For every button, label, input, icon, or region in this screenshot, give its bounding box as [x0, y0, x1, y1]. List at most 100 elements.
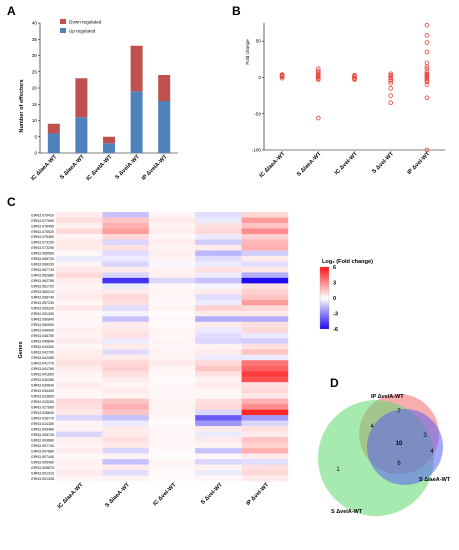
heatmap-cell	[195, 382, 242, 388]
scatter-point	[279, 74, 285, 80]
heatmap-cell	[148, 453, 196, 460]
heatmap-cell	[195, 310, 242, 317]
heatmap-cell	[241, 398, 289, 405]
heatmap-cell	[195, 332, 242, 339]
bar-down-regulated	[75, 78, 88, 118]
heatmap-cell	[195, 217, 242, 224]
heatmap-cell	[56, 343, 103, 350]
heatmap-cell	[102, 266, 149, 273]
heatmap-cell	[241, 404, 289, 410]
heatmap-cell	[102, 310, 149, 317]
y-axis-label: Genes	[18, 341, 24, 358]
heatmap-cell	[195, 442, 242, 449]
heatmap-cell	[56, 272, 103, 279]
bar-down-regulated	[130, 45, 143, 92]
heatmap-cell	[56, 431, 103, 438]
heatmap-cell	[195, 316, 242, 322]
colorbar-tick-label: 0	[333, 296, 336, 302]
gene-label: ERN3.045840	[31, 340, 54, 344]
scatter-point	[424, 33, 430, 38]
gene-label: ERN3.055320	[31, 307, 54, 311]
gene-label: ERN3.075920	[31, 230, 54, 234]
heatmap-cell	[241, 277, 289, 284]
heatmap-cell	[148, 272, 196, 279]
heatmap-cell	[102, 371, 149, 377]
y-tick-label: 50	[256, 39, 262, 44]
heatmap-cell	[195, 404, 242, 410]
heatmap-cell	[56, 217, 103, 224]
heatmap-cell	[56, 288, 103, 295]
gene-label: ERN3.068330	[31, 263, 54, 267]
legend-swatch-down	[60, 19, 66, 24]
colorbar-tick-label: -3	[333, 312, 338, 318]
gene-label: ERN3.050840	[31, 318, 54, 322]
heatmap-cell	[148, 442, 196, 449]
heatmap-cell	[56, 442, 103, 449]
heatmap-cell	[102, 453, 149, 460]
scatter-point	[352, 74, 357, 80]
bar-up-regulated	[158, 101, 171, 153]
venn-count-ip-only: 7	[397, 409, 401, 415]
heatmap-cell	[56, 266, 103, 273]
heatmap-cell	[56, 228, 103, 235]
heatmap-cell	[195, 321, 242, 328]
heatmap-cell	[195, 371, 242, 377]
heatmap-cell	[56, 239, 103, 246]
heatmap-cell	[102, 277, 149, 284]
heatmap-cell	[195, 393, 242, 399]
bar-up-regulated	[130, 91, 143, 153]
heatmap-cell	[102, 305, 149, 312]
heatmap-cell	[195, 415, 242, 421]
heatmap-cell	[195, 233, 242, 240]
heatmap-cell	[241, 376, 289, 383]
heatmap-cell	[195, 212, 242, 218]
heatmap-cell	[148, 360, 196, 366]
scatter-point	[424, 82, 430, 87]
heatmap-cell	[241, 448, 289, 454]
y-axis-label: Fold change	[245, 39, 250, 65]
heatmap-cell	[195, 299, 242, 306]
scatter-point	[315, 115, 321, 121]
scatter-point	[388, 78, 394, 84]
bar-up-regulated	[47, 133, 60, 153]
heatmap-cell	[241, 321, 289, 328]
heatmap-cell	[241, 409, 289, 416]
heatmap-cell	[148, 343, 196, 350]
gene-label: ERN3.007740	[31, 444, 54, 448]
heatmap-cell	[56, 415, 103, 421]
heatmap-cell	[241, 354, 289, 361]
heatmap-cell	[195, 354, 242, 361]
colorbar-tick-label: -6	[333, 327, 338, 333]
gene-label: ERN3.068730	[31, 257, 54, 261]
heatmap-cell	[241, 426, 289, 432]
heatmap-cell	[241, 470, 289, 476]
heatmap-cell	[102, 442, 149, 449]
heatmap-cell	[102, 360, 149, 366]
scatter-point	[388, 71, 394, 77]
heatmap-cell	[102, 299, 149, 306]
heatmap-cell	[148, 382, 196, 388]
heatmap-cell	[241, 332, 289, 339]
scatter-point	[424, 49, 430, 55]
colorbar-title: Log₂ (Fold change)	[322, 259, 373, 265]
scatter-point	[388, 100, 394, 106]
heatmap-cell	[148, 437, 196, 443]
heatmap-cell	[195, 222, 242, 229]
heatmap-cell	[148, 305, 196, 312]
heatmap-cell	[148, 261, 196, 268]
heatmap-cell	[56, 409, 103, 416]
heatmap-cell	[148, 475, 196, 482]
heatmap-cell	[102, 470, 149, 476]
scatter-point	[424, 95, 430, 101]
gene-label: ERN3.067730	[31, 268, 54, 272]
heatmap-cell	[102, 409, 149, 416]
heatmap-cell	[102, 393, 149, 399]
gene-label: ERN3.014350	[31, 422, 54, 426]
heatmap-cell	[195, 459, 242, 465]
y-tick-label: 10	[32, 118, 38, 123]
heatmap-cell	[241, 288, 289, 295]
heatmap-cell	[148, 316, 196, 322]
x-tick-label: IC ΔlaeA-WT	[259, 151, 287, 179]
bar-down-regulated	[47, 123, 60, 134]
heatmap-cell	[241, 343, 289, 350]
